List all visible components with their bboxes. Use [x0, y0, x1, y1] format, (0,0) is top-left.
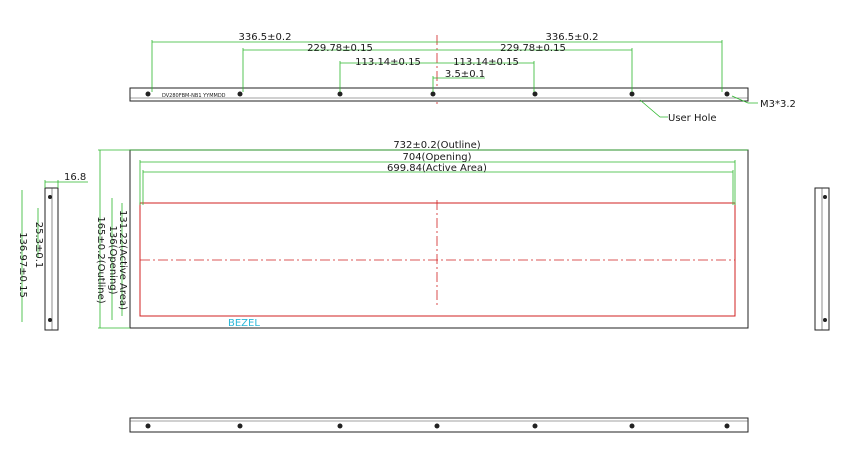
dimension: 136.97±0.15 — [17, 232, 28, 298]
dimension: 336.5±0.2 — [239, 32, 292, 43]
top-view: DV280FBM-NB1 YYMMDD 336.5±0.2 336.5±0.2 … — [129, 32, 796, 124]
dimension: 3.5±0.1 — [445, 69, 485, 80]
callout: User Hole — [668, 113, 717, 124]
dimension: 229.78±0.15 — [500, 43, 566, 54]
dimension: 336.5±0.2 — [546, 32, 599, 43]
front-view: 732±0.2(Outline) 704(Opening) 699.84(Act… — [95, 140, 749, 329]
dimension: 699.84(Active Area) — [387, 163, 487, 174]
dimension: 732±0.2(Outline) — [393, 140, 480, 151]
dimension: 113.14±0.15 — [453, 57, 519, 68]
callout: M3*3.2 — [760, 99, 796, 110]
bottom-view — [129, 417, 749, 433]
side-view: 16.8 25.3±0.1 136.97±0.15 — [17, 172, 830, 331]
bezel-label: BEZEL — [228, 318, 260, 329]
dimension: 16.8 — [64, 172, 86, 183]
dimension: 704(Opening) — [402, 152, 471, 163]
dimension: 131.22(Active Area) — [117, 210, 128, 310]
dimension: 229.78±0.15 — [307, 43, 373, 54]
dimension: 113.14±0.15 — [355, 57, 421, 68]
model-label: DV280FBM-NB1 YYMMDD — [162, 93, 226, 99]
dimension: 165±0.2(Outline) — [95, 216, 106, 303]
dimension: 25.3±0.1 — [33, 222, 44, 269]
dimension: 136(Opening) — [107, 225, 118, 294]
active-area — [139, 202, 736, 317]
bezel-outline — [129, 149, 749, 329]
